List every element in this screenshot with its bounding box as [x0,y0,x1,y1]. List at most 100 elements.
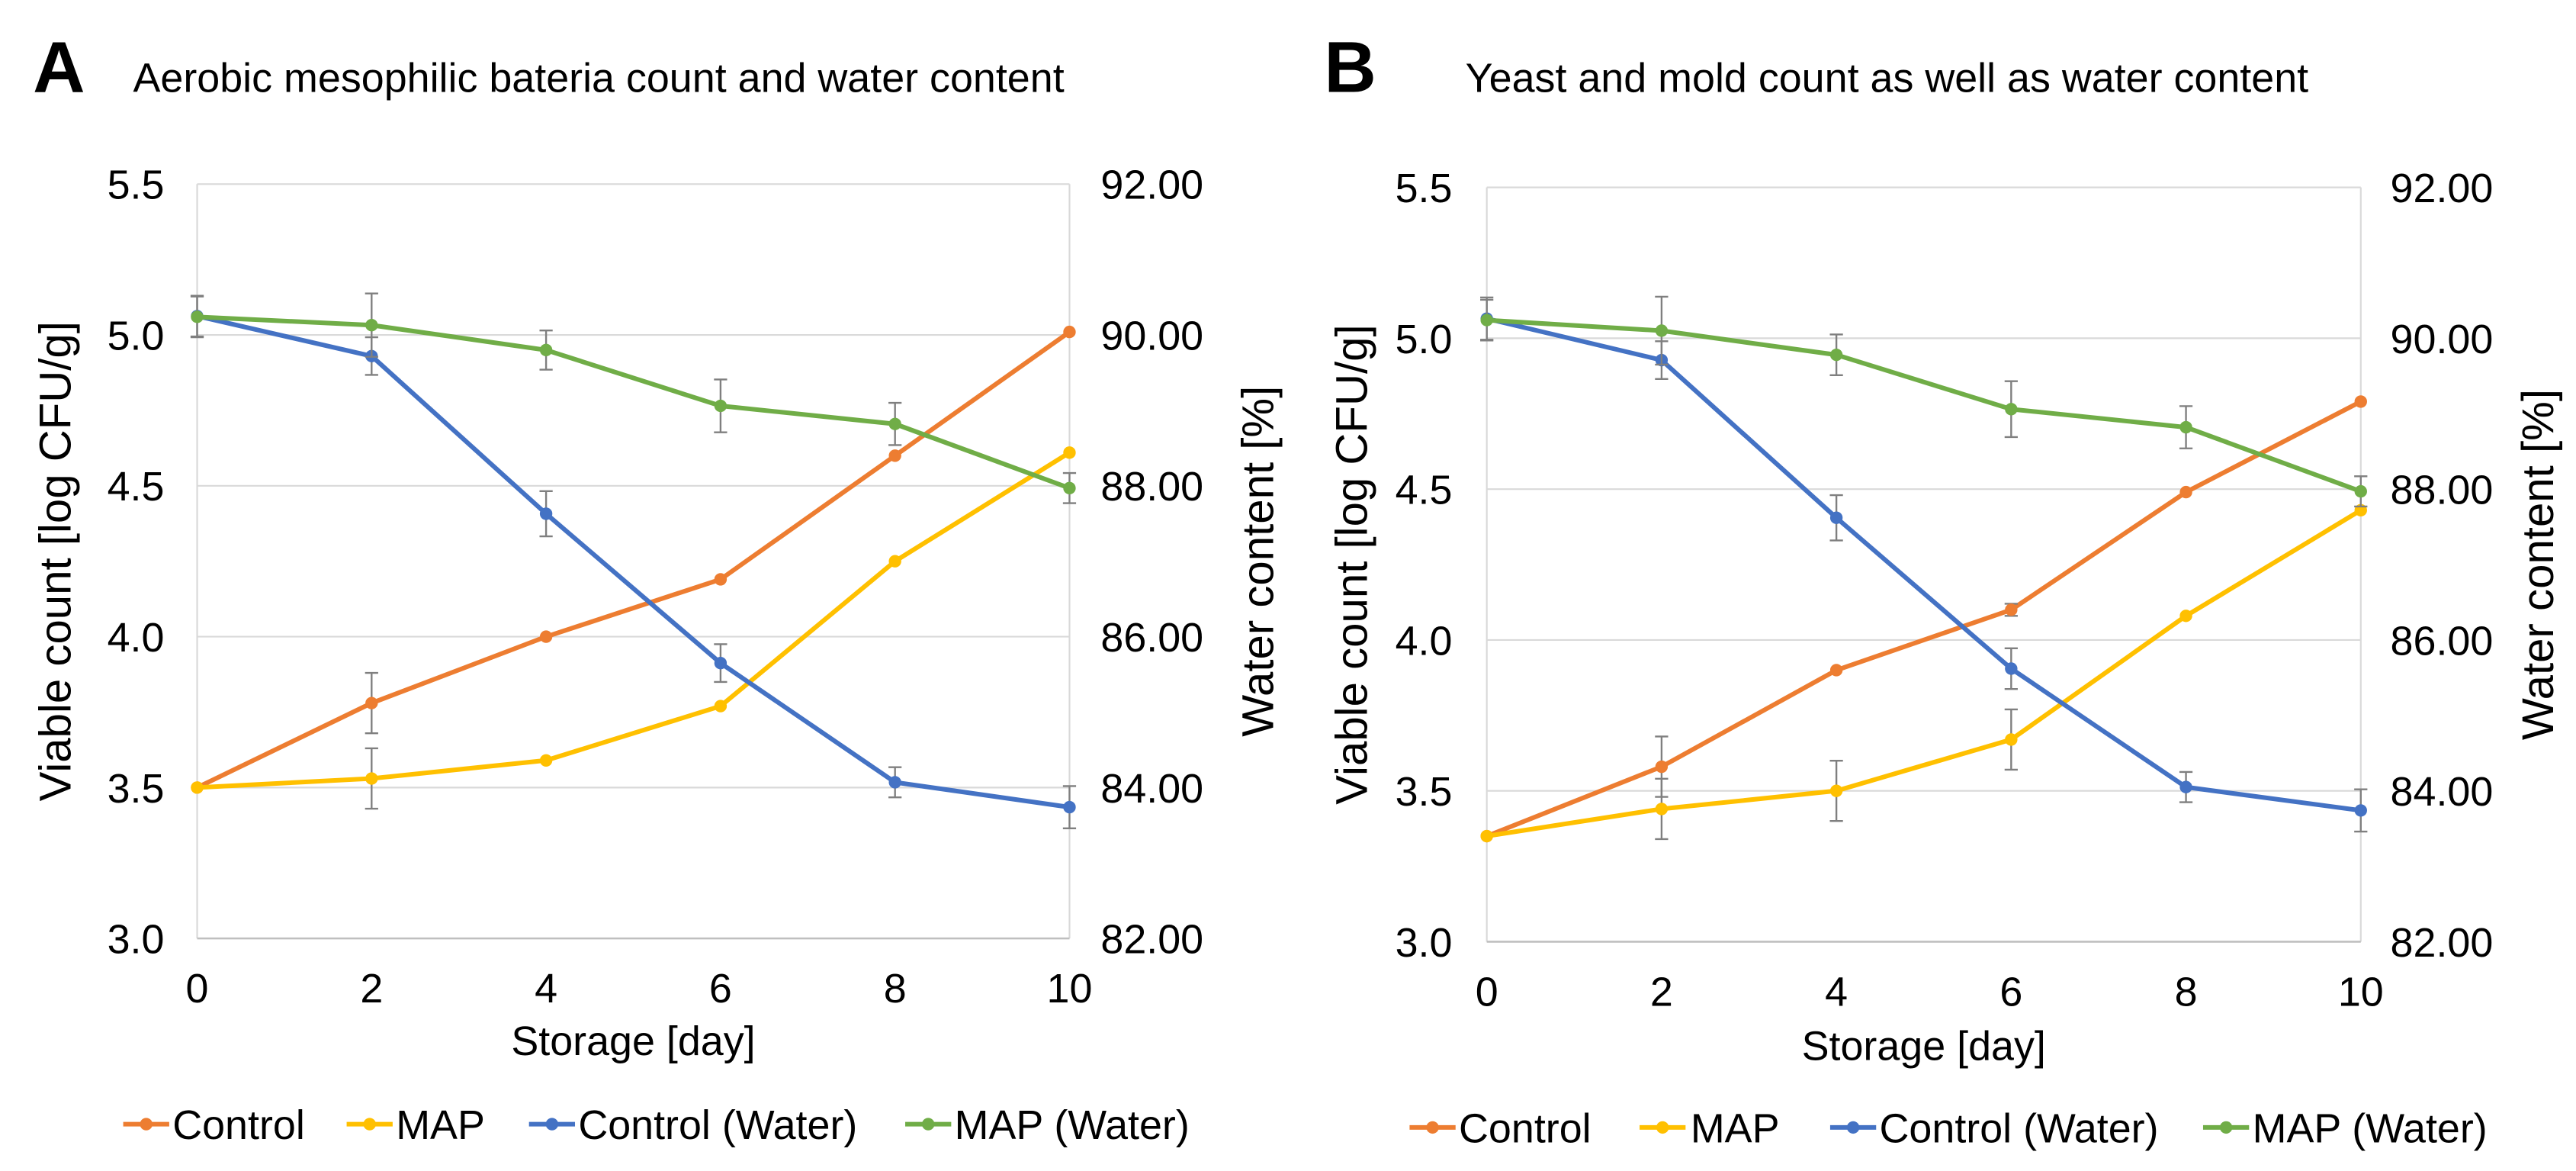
panel-b-x-tick-label: 0 [1476,969,1498,1015]
panel-a-label: A [33,27,85,108]
panel-a-control-water-point [1063,800,1076,814]
panel-a-plot-area: 3.0 3.5 4.0 4.5 5.0 5.5 82.00 84.00 86.00 88.00 90… [108,162,1204,1012]
panel-b-y2-tick-label: 90.00 [2391,317,2494,362]
panel-b-control-water-point [1829,511,1843,524]
panel-b-legend-map-label: MAP [1691,1105,1780,1151]
panel-a: A Aerobic mesophilic bateria count and w… [31,27,1283,1148]
panel-a-control-point [714,573,728,586]
panel-b-x-axis-title: Storage [day] [1802,1024,2046,1070]
panel-b-x-tick-label: 2 [1650,969,1673,1015]
panel-a-x-tick-label: 6 [709,966,732,1012]
panel-a-control-point [365,696,378,709]
panel-a-map-point [539,754,553,767]
panel-b-control-water-point [2354,804,2367,817]
panel-b-map-point [1480,829,1493,843]
panel-a-y-tick-label: 5.0 [108,313,165,359]
panel-b-map-water-point [1829,348,1843,362]
panel-a-y-axis-title: Viable count [log CFU/g] [31,321,81,801]
panel-b-y2-tick-label: 92.00 [2391,166,2494,211]
panel-a-legend-map-water-label: MAP (Water) [955,1102,1190,1148]
panel-b-y-tick-label: 3.0 [1396,920,1453,966]
panel-b-map-water-point [2005,403,2018,416]
panel-a-x-tick-label: 2 [360,966,383,1012]
panel-b-y2-tick-label: 86.00 [2391,618,2494,664]
panel-a-map-water-point [539,343,553,357]
panel-b-x-tick-label: 4 [1825,969,1848,1015]
panel-a-y-tick-label: 3.5 [108,766,165,812]
panel-b-map-water-point [2354,484,2367,498]
panel-a-title: Aerobic mesophilic bateria count and wat… [133,56,1065,101]
panel-b-legend-control-water-label: Control (Water) [1880,1105,2159,1151]
panel-a-map-point [365,772,378,785]
panel-a-map-water-point [888,417,901,430]
panel-b-map-point [2179,610,2192,622]
panel-a-legend-map-label: MAP [396,1102,485,1148]
panel-b-control-point [2179,485,2192,499]
panel-b-x-tick-label: 8 [2175,969,2198,1015]
panel-b-legend-map-water-label: MAP (Water) [2253,1105,2488,1151]
panel-a-y2-tick-label: 88.00 [1100,464,1203,510]
panel-b-y-tick-label: 4.0 [1396,618,1453,664]
panel-a-control-point [1063,325,1076,339]
panel-b-legend: Control MAP Control (Water) MAP (Water) [1409,1105,2488,1151]
panel-a-y2-tick-label: 84.00 [1100,766,1203,812]
panel-b-y-tick-label: 4.5 [1396,468,1453,513]
panel-b-y2-axis-title: Water content [%] [2513,389,2563,740]
panel-b-legend-control-marker-dot [1426,1121,1439,1134]
panel-b-y2-tick-label: 88.00 [2391,468,2494,513]
panel-b-legend-map-marker-dot [1656,1121,1669,1134]
panel-b-map-point [1829,784,1843,797]
panel-b-map-water-point [1655,324,1669,337]
panel-a-map-water-point [714,399,728,413]
panel-a-map-water-point [191,310,204,323]
panel-b: B Yeast and mold count as well as water … [1324,27,2562,1152]
panel-b-map-point [1655,803,1669,816]
panel-a-x-tick-label: 10 [1047,966,1093,1012]
panel-b-map-water-line [1484,317,2363,494]
panel-b-map-point [2005,733,2018,746]
panel-a-legend: Control MAP Control (Water) MAP (Water) [123,1102,1190,1148]
panel-a-control-water-line [194,314,1072,810]
panel-a-control-line [194,330,1072,790]
panel-b-legend-control-water-marker-dot [1846,1121,1860,1134]
panel-a-map-line [194,450,1072,790]
panel-b-y-axis-title: Viable count [log CFU/g] [1327,324,1376,804]
panel-a-legend-control-label: Control [172,1102,305,1148]
panel-a-x-axis-title: Storage [day] [511,1018,755,1064]
panel-a-y-tick-label: 4.5 [108,464,165,510]
panel-a-y2-tick-label: 86.00 [1100,615,1203,661]
panel-a-legend-map-marker-dot [363,1118,376,1131]
panel-a-control-point [888,449,901,462]
panel-b-control-water-point [2179,780,2192,793]
panel-b-control-point [1829,664,1843,677]
panel-b-legend-map-water-marker-dot [2219,1121,2233,1134]
panel-b-legend-control-label: Control [1459,1105,1592,1151]
panel-a-legend-control-water-marker-dot [545,1118,559,1131]
panel-a-legend-control-water-label: Control (Water) [578,1102,857,1148]
panel-a-map-water-point [365,319,378,332]
panel-b-map-water-point [2179,420,2192,434]
panel-a-legend-control-marker-dot [140,1118,153,1131]
panel-a-map-point [1063,446,1076,459]
panel-b-title: Yeast and mold count as well as water co… [1466,56,2308,101]
panel-b-y-tick-label: 5.5 [1396,166,1453,211]
panel-b-y-tick-label: 5.0 [1396,317,1453,362]
panel-a-y2-axis-title: Water content [%] [1234,386,1283,737]
panel-a-y2-tick-label: 92.00 [1100,162,1203,208]
panel-a-legend-map-water-marker-dot [922,1118,935,1131]
panel-b-control-line [1484,399,2363,839]
panel-a-x-tick-label: 8 [884,966,907,1012]
panel-a-y-tick-label: 4.0 [108,615,165,661]
panel-a-control-water-point [539,507,553,520]
panel-b-map-water-point [1480,314,1493,327]
panel-b-control-point [2354,395,2367,408]
panel-a-control-water-point [888,776,901,789]
panel-b-control-water-point [2005,662,2018,675]
panel-b-y2-tick-label: 82.00 [2391,920,2494,966]
panel-a-y2-tick-label: 90.00 [1100,313,1203,359]
panel-a-control-point [539,630,553,643]
panel-a-map-point [888,555,901,568]
panel-b-y-tick-label: 3.5 [1396,769,1453,815]
panel-b-control-point [1655,760,1669,774]
